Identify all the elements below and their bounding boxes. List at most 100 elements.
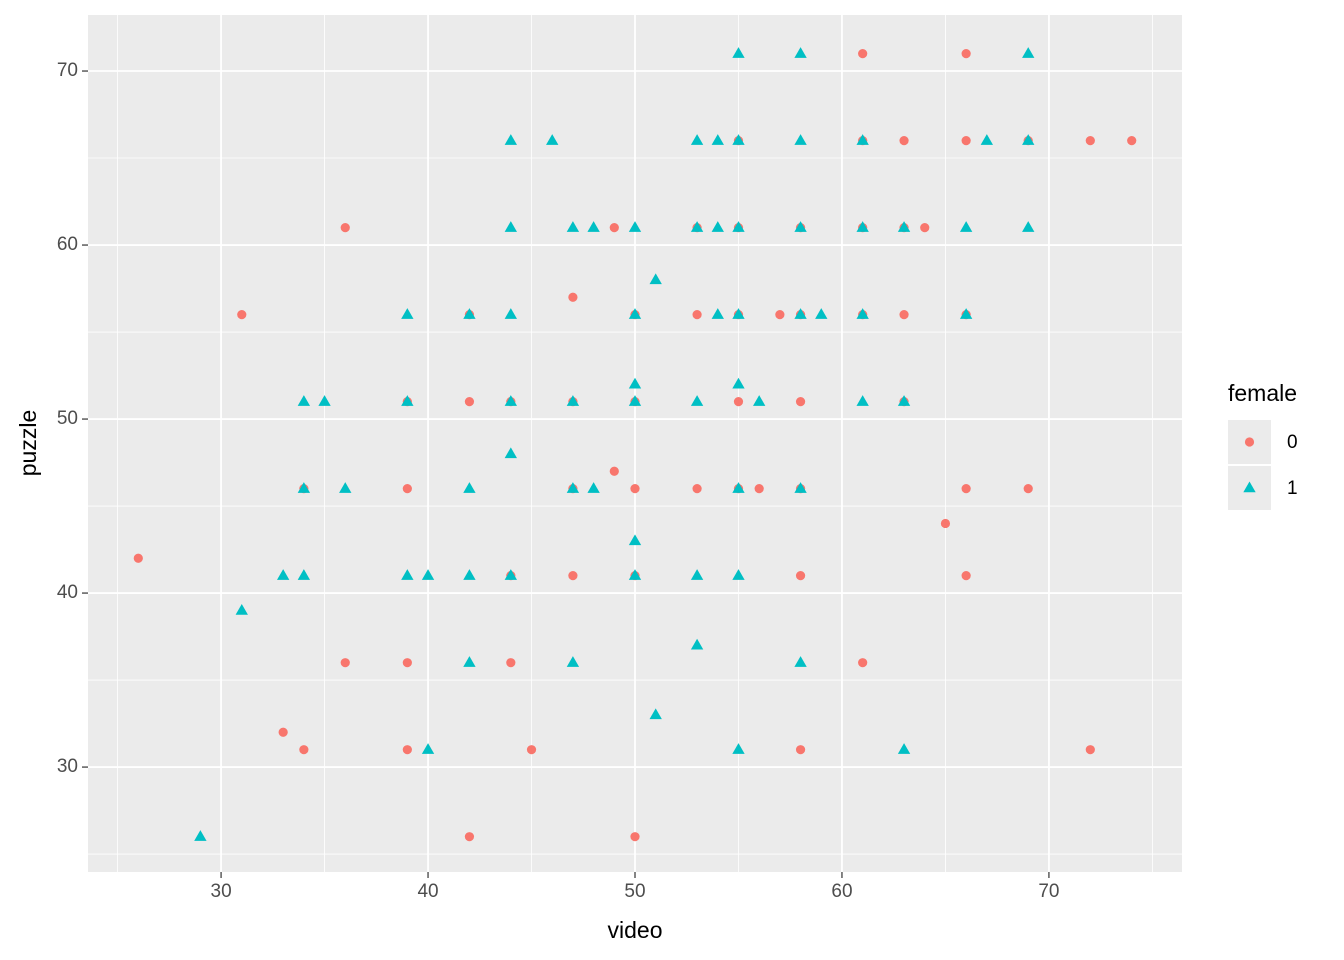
point [690,638,704,650]
point [794,47,807,58]
point [506,658,516,668]
legend-symbol [1243,481,1256,493]
point [464,832,475,842]
point [794,134,807,145]
point [504,569,517,580]
point [732,569,745,580]
point [690,569,704,580]
point [401,569,414,580]
point [897,395,911,406]
point [504,134,517,145]
point [568,292,578,302]
point [421,569,435,580]
point [628,221,642,232]
point [690,134,704,145]
point [339,482,352,493]
point [566,482,580,493]
point [733,397,744,407]
point [897,221,911,232]
point [920,223,930,233]
point [711,221,724,232]
point [297,395,311,406]
point [856,134,869,145]
point [775,310,785,320]
point [546,134,559,145]
point [732,47,745,58]
point [628,569,642,580]
point [815,308,828,319]
point [318,395,331,406]
point [1023,484,1033,494]
legend-title: female [1228,380,1297,406]
point [1085,745,1095,755]
point [732,743,745,754]
point [566,395,580,406]
point [959,308,973,319]
point [276,569,290,580]
point [526,745,537,755]
point [402,484,412,494]
point [133,553,143,563]
legend-label: 0 [1287,432,1298,453]
point [692,310,702,320]
point [961,571,971,581]
point [961,49,971,59]
point [753,395,766,406]
point [754,484,764,494]
point [711,134,724,145]
x-tick-label: 50 [624,881,645,902]
point [340,658,350,668]
point [856,395,869,406]
point [732,482,745,493]
point [899,136,909,146]
point [297,569,311,580]
point [463,569,476,580]
legend-label: 1 [1287,478,1298,499]
point [899,310,909,320]
point [732,377,745,389]
point [463,482,476,493]
point [794,482,807,493]
point [858,658,868,668]
x-tick-label: 40 [417,881,438,902]
legend-symbol [1244,437,1255,447]
point [464,397,475,407]
point [628,395,642,406]
point [959,221,973,232]
point [856,308,869,319]
point [402,658,412,668]
point [1022,47,1035,58]
point [856,221,869,232]
point [609,466,619,476]
point [649,708,662,720]
point [297,482,311,493]
y-tick-label: 60 [57,234,78,255]
point [504,395,517,406]
y-axis-title: puzzle [15,410,41,476]
point [237,310,247,320]
point [1127,136,1137,146]
point [897,743,911,754]
point [630,484,640,494]
point [463,656,476,667]
point [568,571,578,581]
y-tick-label: 40 [57,582,78,603]
point [587,221,600,232]
y-tick-label: 30 [57,756,78,777]
x-axis-title: video [608,917,663,943]
x-tick-label: 70 [1038,881,1059,902]
point [794,656,807,667]
y-tick-label: 70 [57,60,78,81]
point [278,727,288,737]
point [980,134,994,145]
point [628,534,642,546]
point [690,221,704,232]
point [194,830,207,841]
y-tick-label: 50 [57,408,78,429]
point [732,134,745,145]
point [504,221,517,232]
point [299,745,309,755]
point [940,518,951,529]
point [504,308,517,319]
